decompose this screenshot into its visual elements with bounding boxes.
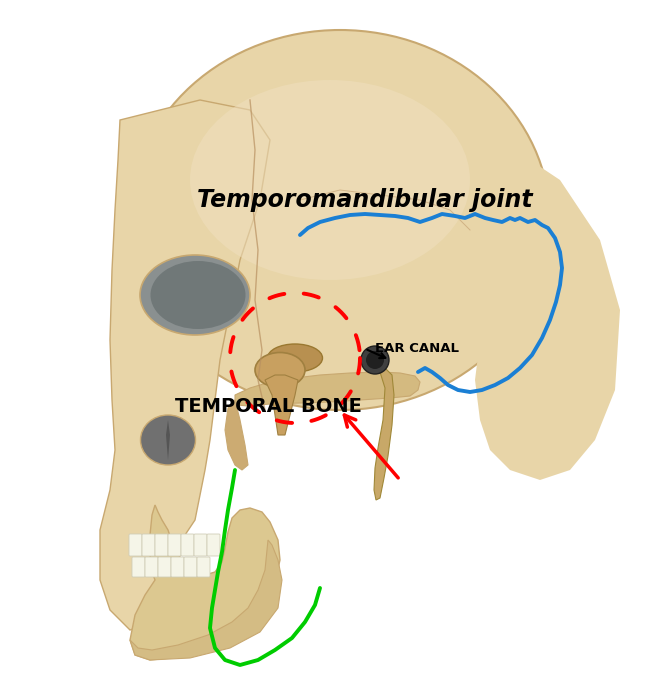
Text: EAR CANAL: EAR CANAL bbox=[375, 342, 459, 355]
Ellipse shape bbox=[267, 344, 322, 372]
Polygon shape bbox=[100, 100, 270, 630]
FancyBboxPatch shape bbox=[194, 534, 207, 556]
Polygon shape bbox=[374, 368, 394, 500]
FancyBboxPatch shape bbox=[207, 534, 220, 556]
Ellipse shape bbox=[151, 261, 245, 329]
Ellipse shape bbox=[140, 415, 196, 465]
Ellipse shape bbox=[140, 255, 250, 335]
Text: Temporomandibular joint: Temporomandibular joint bbox=[197, 188, 533, 211]
Polygon shape bbox=[265, 375, 298, 435]
FancyBboxPatch shape bbox=[197, 557, 210, 577]
FancyBboxPatch shape bbox=[142, 534, 155, 556]
FancyBboxPatch shape bbox=[158, 557, 171, 577]
FancyBboxPatch shape bbox=[145, 557, 158, 577]
FancyBboxPatch shape bbox=[155, 534, 168, 556]
Polygon shape bbox=[225, 400, 248, 470]
FancyBboxPatch shape bbox=[184, 557, 197, 577]
Text: TEMPORAL BONE: TEMPORAL BONE bbox=[174, 396, 362, 416]
Polygon shape bbox=[475, 140, 620, 480]
Polygon shape bbox=[235, 372, 420, 406]
Ellipse shape bbox=[255, 353, 305, 388]
FancyBboxPatch shape bbox=[132, 557, 145, 577]
FancyBboxPatch shape bbox=[181, 534, 194, 556]
FancyBboxPatch shape bbox=[171, 557, 184, 577]
Polygon shape bbox=[130, 540, 282, 660]
FancyBboxPatch shape bbox=[168, 534, 181, 556]
FancyBboxPatch shape bbox=[129, 534, 142, 556]
Circle shape bbox=[366, 351, 384, 369]
Ellipse shape bbox=[190, 80, 470, 280]
Polygon shape bbox=[166, 420, 170, 460]
Circle shape bbox=[361, 346, 389, 374]
Ellipse shape bbox=[130, 30, 550, 410]
Polygon shape bbox=[130, 505, 280, 660]
